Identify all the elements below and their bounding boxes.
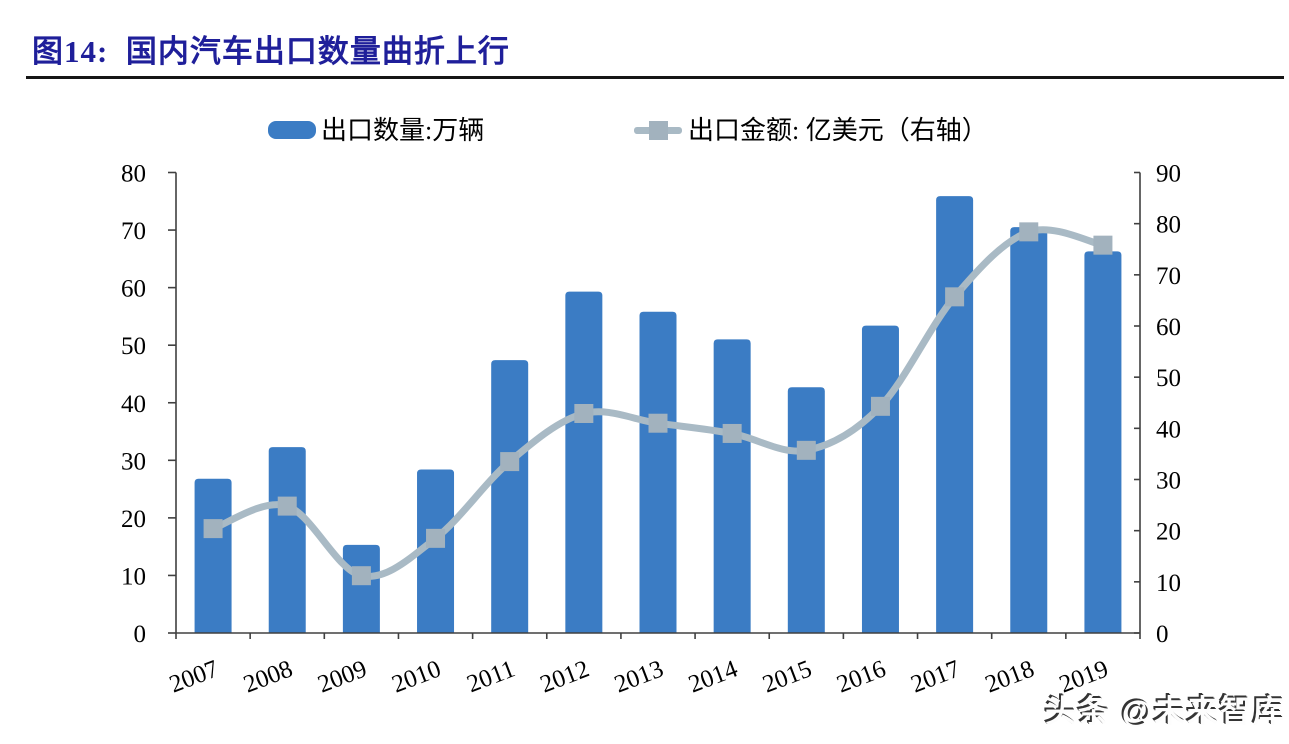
x-label-2010: 2010: [388, 655, 444, 698]
figure-title: 图14: 国内汽车出口数量曲折上行: [32, 34, 510, 69]
right-tick-label: 60: [1156, 314, 1181, 341]
x-label-2009: 2009: [314, 655, 370, 698]
right-tick-label: 90: [1156, 161, 1181, 188]
bar-2014: [713, 339, 751, 633]
left-tick-label: 60: [121, 276, 146, 303]
right-tick-label: 30: [1156, 468, 1181, 495]
marker-2017: [945, 287, 965, 307]
legend-bar-swatch-icon: [268, 121, 316, 139]
marker-2007: [203, 519, 223, 539]
bar-2018: [1010, 227, 1048, 633]
x-label-2015: 2015: [759, 655, 815, 698]
legend-label-export-value: 出口金额: 亿美元（右轴）: [688, 116, 988, 145]
bar-2017: [936, 196, 974, 633]
bar-2013: [639, 311, 677, 633]
x-label-2018: 2018: [982, 655, 1038, 698]
marker-2008: [277, 496, 297, 516]
marker-2016: [870, 396, 890, 416]
left-tick-label: 70: [121, 218, 146, 245]
marker-2013: [648, 413, 668, 433]
right-tick-label: 40: [1156, 416, 1181, 443]
bar-2007: [194, 478, 232, 633]
watermark: 头条 @未来智库: [1045, 694, 1286, 729]
marker-2014: [722, 423, 742, 443]
legend-label-export-volume: 出口数量:万辆: [321, 116, 485, 145]
marker-2012: [574, 403, 594, 423]
bar-2008: [268, 447, 306, 633]
marker-2009: [351, 566, 371, 586]
right-tick-label: 20: [1156, 519, 1181, 546]
x-label-2014: 2014: [685, 655, 742, 698]
x-label-2016: 2016: [833, 655, 889, 698]
title-divider: [26, 76, 1284, 79]
bar-2011: [491, 360, 529, 633]
left-tick-label: 40: [121, 391, 146, 418]
bar-2016: [861, 325, 899, 633]
marker-2011: [500, 452, 520, 472]
x-label-2008: 2008: [240, 655, 296, 698]
marker-2010: [426, 528, 446, 548]
bar-2012: [565, 291, 603, 633]
left-tick-label: 0: [134, 621, 147, 648]
bar-2010: [417, 469, 455, 633]
x-label-2017: 2017: [907, 655, 963, 698]
right-tick-label: 70: [1156, 263, 1181, 290]
right-tick-label: 0: [1156, 621, 1169, 648]
x-label-2013: 2013: [611, 655, 667, 698]
right-tick-label: 10: [1156, 570, 1181, 597]
marker-2019: [1093, 235, 1113, 255]
marker-2015: [796, 440, 816, 460]
bar-2019: [1084, 251, 1122, 633]
left-tick-label: 80: [121, 161, 146, 188]
right-tick-label: 80: [1156, 212, 1181, 239]
x-label-2007: 2007: [166, 655, 222, 698]
legend-line-marker-icon: [634, 120, 682, 140]
marker-2018: [1019, 222, 1039, 242]
x-label-2012: 2012: [537, 655, 593, 698]
bar-2009: [342, 544, 380, 633]
right-tick-label: 50: [1156, 365, 1181, 392]
x-label-2011: 2011: [463, 655, 518, 698]
left-tick-label: 20: [121, 506, 146, 533]
left-tick-label: 50: [121, 333, 146, 360]
left-tick-label: 10: [121, 563, 146, 590]
left-tick-label: 30: [121, 448, 146, 475]
bar-2015: [787, 387, 825, 633]
